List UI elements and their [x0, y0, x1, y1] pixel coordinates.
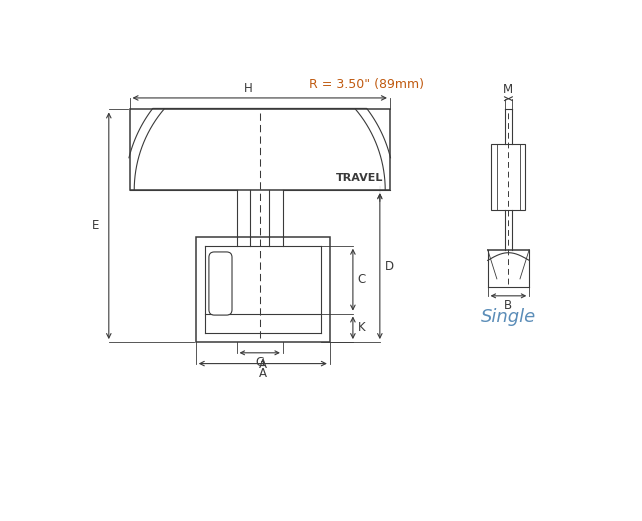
Text: E: E — [92, 219, 100, 232]
Text: C: C — [358, 273, 366, 286]
Text: K: K — [358, 321, 365, 334]
Bar — [196, 237, 330, 342]
Text: M: M — [503, 83, 514, 96]
Text: Single: Single — [481, 308, 536, 326]
Text: A: A — [259, 358, 267, 371]
Text: B: B — [505, 299, 512, 312]
Text: TRAVEL: TRAVEL — [336, 172, 383, 183]
Bar — [130, 109, 390, 190]
Text: A: A — [259, 367, 267, 380]
Text: G: G — [255, 356, 265, 369]
Text: H: H — [244, 82, 252, 95]
Text: R = 3.50" (89mm): R = 3.50" (89mm) — [309, 78, 424, 91]
FancyBboxPatch shape — [209, 252, 232, 315]
Bar — [492, 144, 525, 209]
Text: D: D — [385, 259, 394, 272]
